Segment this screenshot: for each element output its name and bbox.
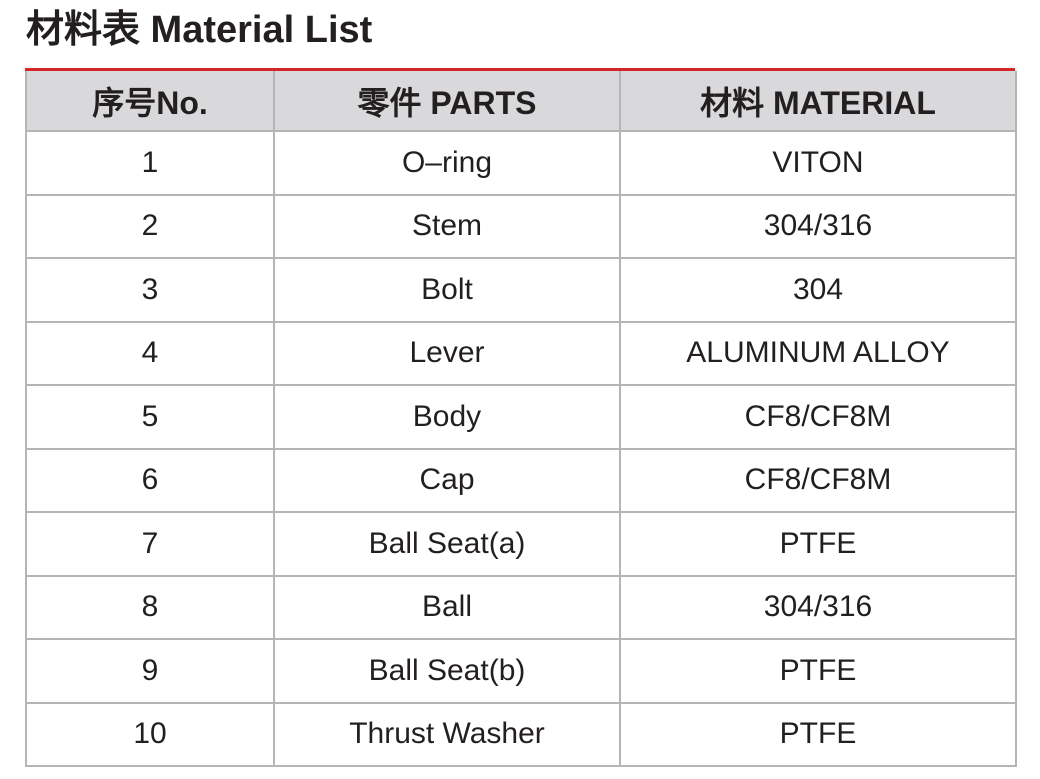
- table-row: 6 Cap CF8/CF8M: [25, 447, 1017, 513]
- cell-part: Bolt: [273, 257, 621, 323]
- cell-part: Body: [273, 384, 621, 450]
- cell-part: Lever: [273, 320, 621, 386]
- material-table: 序号No. 零件 PARTS 材料 MATERIAL 1 O–ring VITO…: [25, 71, 1017, 767]
- cell-part: Stem: [273, 193, 621, 259]
- cell-part: Ball: [273, 574, 621, 640]
- page-title: 材料表 Material List: [26, 9, 373, 51]
- cell-material: CF8/CF8M: [619, 384, 1017, 450]
- cell-material: ALUMINUM ALLOY: [619, 320, 1017, 386]
- header-parts: 零件 PARTS: [273, 71, 621, 132]
- cell-no: 10: [25, 701, 275, 767]
- cell-no: 4: [25, 320, 275, 386]
- cell-no: 8: [25, 574, 275, 640]
- table-row: 7 Ball Seat(a) PTFE: [25, 511, 1017, 577]
- cell-no: 7: [25, 511, 275, 577]
- table-top-rule: [25, 68, 1015, 71]
- table-row: 4 Lever ALUMINUM ALLOY: [25, 320, 1017, 386]
- cell-material: CF8/CF8M: [619, 447, 1017, 513]
- table-row: 8 Ball 304/316: [25, 574, 1017, 640]
- table-row: 9 Ball Seat(b) PTFE: [25, 638, 1017, 704]
- cell-part: O–ring: [273, 130, 621, 196]
- cell-material: PTFE: [619, 701, 1017, 767]
- cell-material: VITON: [619, 130, 1017, 196]
- cell-no: 5: [25, 384, 275, 450]
- cell-no: 9: [25, 638, 275, 704]
- cell-part: Thrust Washer: [273, 701, 621, 767]
- cell-no: 3: [25, 257, 275, 323]
- header-material: 材料 MATERIAL: [619, 71, 1017, 132]
- header-row: 序号No. 零件 PARTS 材料 MATERIAL: [25, 71, 1017, 132]
- cell-no: 2: [25, 193, 275, 259]
- cell-part: Cap: [273, 447, 621, 513]
- cell-no: 1: [25, 130, 275, 196]
- table-row: 10 Thrust Washer PTFE: [25, 701, 1017, 767]
- cell-material: PTFE: [619, 638, 1017, 704]
- table-row: 2 Stem 304/316: [25, 193, 1017, 259]
- cell-material: PTFE: [619, 511, 1017, 577]
- table-row: 5 Body CF8/CF8M: [25, 384, 1017, 450]
- cell-no: 6: [25, 447, 275, 513]
- material-table-container: 序号No. 零件 PARTS 材料 MATERIAL 1 O–ring VITO…: [25, 68, 1017, 767]
- table-row: 3 Bolt 304: [25, 257, 1017, 323]
- cell-material: 304/316: [619, 193, 1017, 259]
- table-header: 序号No. 零件 PARTS 材料 MATERIAL: [25, 71, 1017, 132]
- cell-material: 304: [619, 257, 1017, 323]
- cell-part: Ball Seat(b): [273, 638, 621, 704]
- table-body: 1 O–ring VITON 2 Stem 304/316 3 Bolt 304…: [25, 130, 1017, 767]
- cell-material: 304/316: [619, 574, 1017, 640]
- table-row: 1 O–ring VITON: [25, 130, 1017, 196]
- header-no: 序号No.: [25, 71, 275, 132]
- cell-part: Ball Seat(a): [273, 511, 621, 577]
